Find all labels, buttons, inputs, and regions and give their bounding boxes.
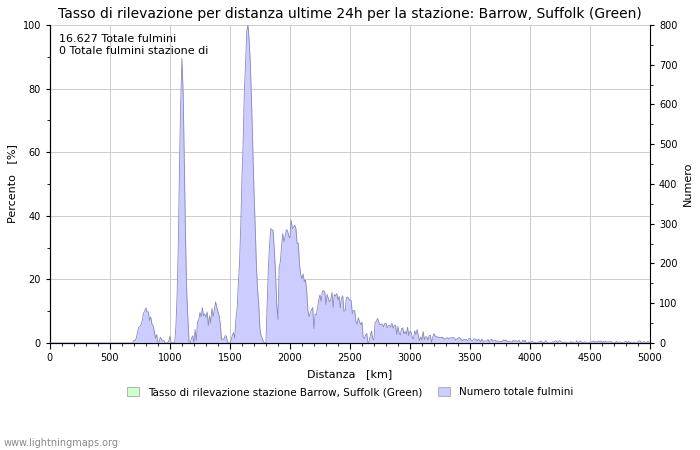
Text: 16.627 Totale fulmini
0 Totale fulmini stazione di: 16.627 Totale fulmini 0 Totale fulmini s… xyxy=(59,35,209,56)
Y-axis label: Numero: Numero xyxy=(683,162,693,206)
Text: www.lightningmaps.org: www.lightningmaps.org xyxy=(4,438,118,448)
Title: Tasso di rilevazione per distanza ultime 24h per la stazione: Barrow, Suffolk (G: Tasso di rilevazione per distanza ultime… xyxy=(58,7,642,21)
Legend: Tasso di rilevazione stazione Barrow, Suffolk (Green), Numero totale fulmini: Tasso di rilevazione stazione Barrow, Su… xyxy=(122,383,577,401)
X-axis label: Distanza   [km]: Distanza [km] xyxy=(307,369,393,379)
Y-axis label: Percento   [%]: Percento [%] xyxy=(7,144,17,223)
